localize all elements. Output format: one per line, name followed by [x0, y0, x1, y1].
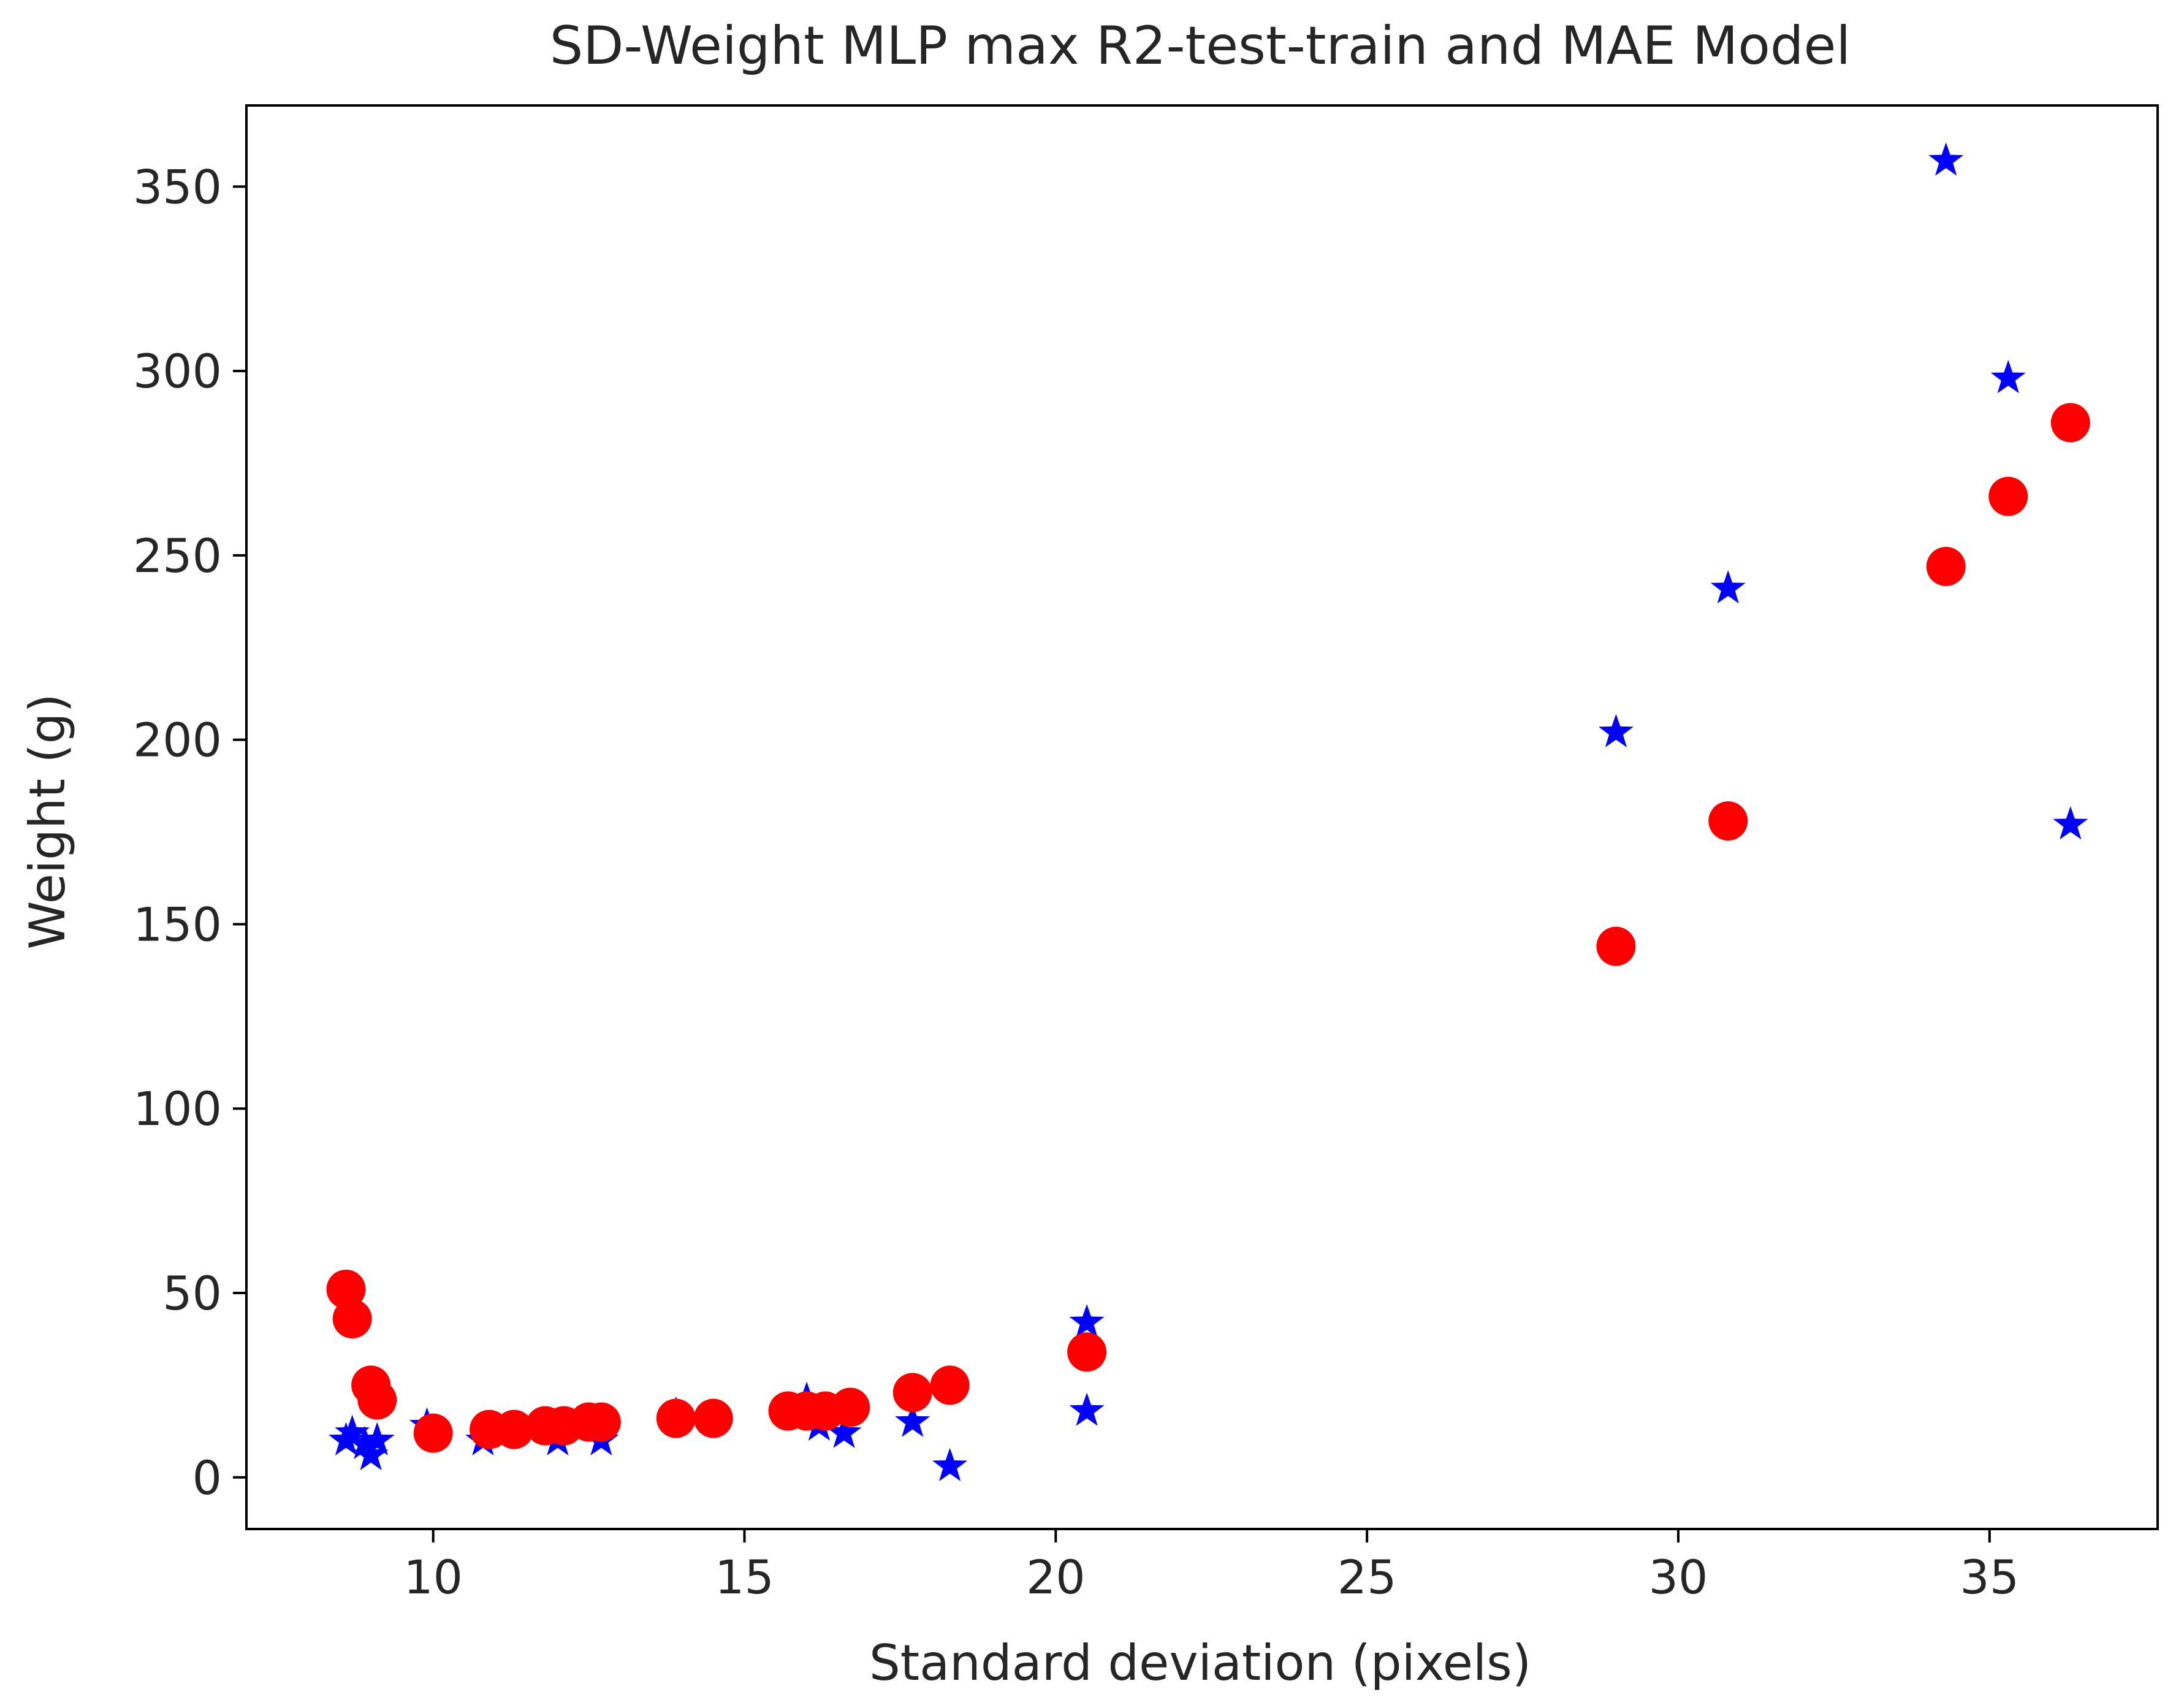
- actual-point-star: [1928, 142, 1964, 176]
- x-tick-label: 20: [1026, 1550, 1086, 1604]
- predicted-point-circle: [693, 1398, 733, 1438]
- plot-area: [245, 104, 2159, 1530]
- predicted-point-circle: [413, 1413, 453, 1453]
- actual-point-star: [359, 1422, 395, 1455]
- actual-point-star: [347, 1425, 382, 1459]
- x-tick-label: 15: [715, 1550, 774, 1604]
- y-tick-label: 150: [133, 897, 222, 951]
- actual-point-star: [826, 1414, 862, 1448]
- predicted-point-circle: [1708, 801, 1748, 841]
- actual-point-star: [895, 1403, 930, 1437]
- x-axis-label: Standard deviation (pixels): [869, 1634, 1531, 1691]
- actual-point-star: [353, 1436, 389, 1470]
- x-tick-label: 10: [403, 1550, 463, 1604]
- predicted-point-circle: [1926, 546, 1966, 586]
- predicted-point-circle: [1988, 476, 2028, 516]
- data-points: [326, 142, 2090, 1482]
- actual-point-star: [1598, 714, 1634, 747]
- actual-point-star: [1069, 1304, 1105, 1338]
- predicted-point-circle: [494, 1409, 534, 1449]
- y-tick-label: 50: [162, 1266, 222, 1321]
- x-tick-label: 35: [1960, 1550, 2019, 1604]
- chart-title: SD-Weight MLP max R2-test-train and MAE …: [550, 15, 1851, 77]
- y-tick-label: 350: [133, 159, 222, 214]
- predicted-point-circle: [831, 1387, 870, 1427]
- predicted-point-circle: [892, 1373, 932, 1413]
- predicted-point-circle: [656, 1398, 696, 1438]
- y-tick-label: 0: [192, 1451, 222, 1505]
- y-axis: 0 50 100 150 200 250 300 350: [133, 159, 246, 1505]
- predicted-point-circle: [1596, 926, 1636, 966]
- actual-point-star: [932, 1447, 968, 1482]
- x-tick-label: 25: [1337, 1550, 1397, 1604]
- predicted-point-circle: [357, 1380, 397, 1420]
- y-tick-label: 200: [133, 713, 222, 768]
- actual-point-star: [2053, 806, 2088, 840]
- predicted-point-circle: [930, 1365, 970, 1405]
- predicted-point-circle: [332, 1299, 372, 1339]
- actual-point-star: [1990, 360, 2026, 394]
- actual-point-star: [1710, 570, 1746, 604]
- predicted-point-circle: [326, 1269, 366, 1309]
- y-tick-label: 250: [133, 528, 222, 583]
- y-tick-label: 300: [133, 344, 222, 399]
- x-axis: 10 15 20 25 30 35: [403, 1529, 2019, 1604]
- actual-point-star: [335, 1414, 370, 1448]
- y-tick-label: 100: [133, 1081, 222, 1136]
- predicted-point-circle: [2050, 403, 2090, 443]
- predicted-point-circle: [581, 1402, 621, 1442]
- actual-point-star: [1069, 1392, 1105, 1426]
- predicted-point-circle: [1067, 1332, 1107, 1372]
- x-tick-label: 30: [1649, 1550, 1708, 1604]
- y-axis-label: Weight (g): [19, 693, 76, 949]
